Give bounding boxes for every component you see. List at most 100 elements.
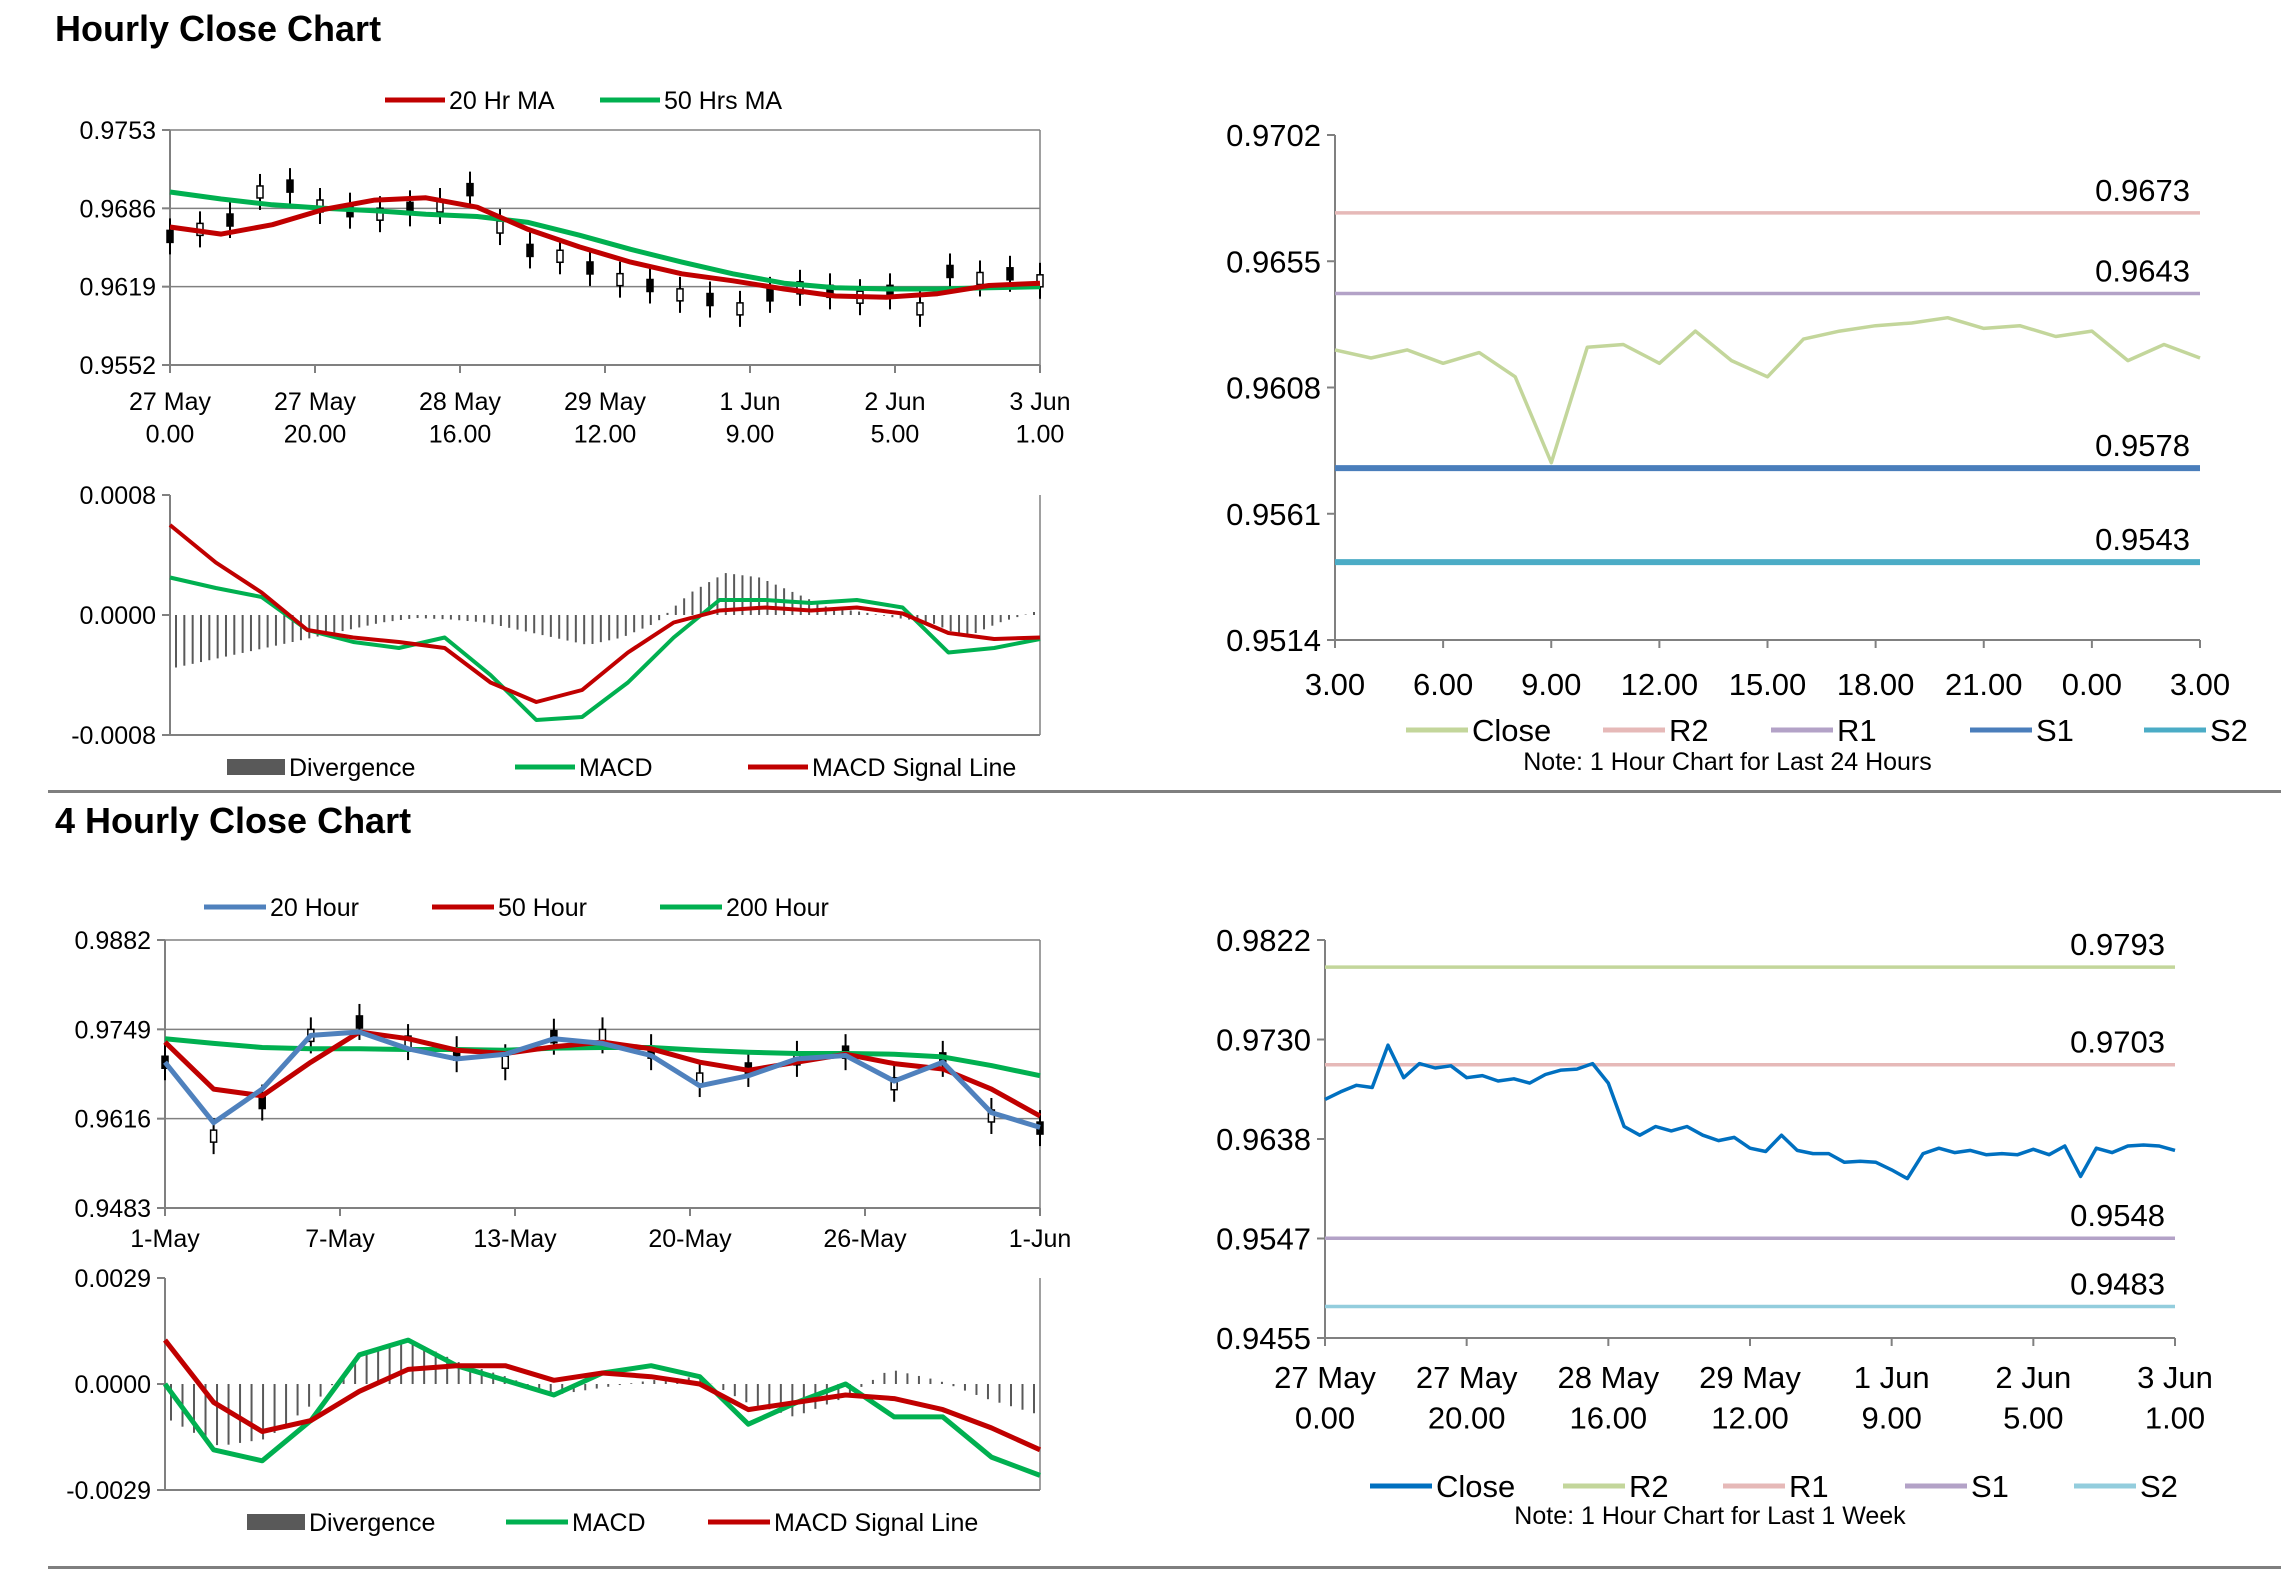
legend-label: S2: [2140, 1469, 2178, 1504]
legend-item: S1: [1905, 1469, 2009, 1504]
series-close: [1324, 1043, 2176, 1181]
four-hourly-section-title: 4 Hourly Close Chart: [55, 800, 412, 841]
x-tick-label: 2 Jun: [864, 388, 925, 416]
x-tick-label: 0.00: [2062, 667, 2122, 702]
series-50-hrs-ma: [169, 189, 1041, 292]
candle-body: [890, 1076, 898, 1091]
series-macd: [162, 1337, 1041, 1478]
x-tick-label: 3 Jun: [2137, 1360, 2213, 1395]
candle-body: [736, 302, 744, 316]
level-label-r2: 0.9673: [2095, 173, 2190, 208]
y-tick-label: 0.9619: [80, 274, 156, 302]
candle-body: [1006, 267, 1014, 281]
x-tick-label: 9.00: [726, 421, 775, 449]
candle-body: [209, 1129, 218, 1143]
legend-item: Divergence: [227, 754, 415, 782]
x-tick-label: 20.00: [284, 421, 347, 449]
level-label-s1: 0.9578: [2095, 428, 2190, 463]
series-macd-signal: [163, 1338, 1042, 1453]
y-tick-label: 0.9882: [75, 927, 151, 955]
x-tick-label: 1 Jun: [1854, 1360, 1930, 1395]
chart-note: Note: 1 Hour Chart for Last 24 Hours: [1523, 748, 1932, 776]
y-tick-label: 0.0000: [75, 1371, 151, 1399]
legend-label: 50 Hrs MA: [664, 87, 782, 115]
legend-label: 200 Hour: [726, 894, 829, 922]
legend-item: R2: [1563, 1469, 1669, 1504]
level-label-r2: 0.9793: [2070, 927, 2165, 962]
legend-item: Divergence: [247, 1509, 435, 1537]
level-label-r1: 0.9703: [2070, 1025, 2165, 1060]
series-20-hour: [163, 1029, 1041, 1130]
hourly_pivots-axes: 0.9702 0.9655 0.9608 0.9561 0.9514 3.00 6.00 9.…: [1226, 118, 2230, 702]
four_hourly_pivots-axes: 0.9822 0.9730 0.9638 0.9547 0.9455 27 May 0.00…: [1216, 923, 2213, 1435]
x-tick-label: 5.00: [2003, 1400, 2063, 1435]
x-tick-label: 15.00: [1729, 667, 1807, 702]
candle-body: [466, 182, 474, 197]
x-tick-label: 28 May: [419, 388, 501, 416]
y-tick-label: 0.9638: [1216, 1122, 1311, 1157]
x-tick-label: 0.00: [1295, 1400, 1355, 1435]
y-tick-label: -0.0029: [66, 1477, 151, 1505]
legend-label: 50 Hour: [498, 894, 587, 922]
four_hourly_macd-axes: 0.0029 0.0000 -0.0029: [66, 1265, 1041, 1505]
legend-item: 50 Hrs MA: [600, 87, 782, 115]
candle-body: [166, 229, 174, 244]
x-tick-label: 16.00: [429, 421, 492, 449]
x-tick-label: 1.00: [1016, 421, 1065, 449]
y-tick-label: 0.9730: [1216, 1023, 1311, 1058]
legend-label: R2: [1669, 713, 1709, 748]
y-tick-label: 0.9749: [75, 1016, 151, 1044]
candle-body: [616, 272, 624, 287]
legend-item: R1: [1723, 1469, 1829, 1504]
y-tick-label: 0.9655: [1226, 244, 1321, 279]
candle-body: [766, 288, 774, 302]
x-tick-label: 6.00: [1413, 667, 1473, 702]
x-tick-label: 9.00: [1861, 1400, 1921, 1435]
candle-body: [286, 179, 294, 193]
x-tick-label: 1-May: [130, 1225, 200, 1253]
y-tick-label: 0.0000: [80, 602, 156, 630]
x-tick-label: 9.00: [1521, 667, 1581, 702]
legend-label: R1: [1837, 713, 1877, 748]
legend-label: S1: [1971, 1469, 2009, 1504]
y-tick-label: 0.9561: [1226, 497, 1321, 532]
candle-body: [526, 243, 534, 258]
candle-body: [501, 1055, 510, 1069]
y-tick-label: 0.9686: [80, 195, 156, 223]
x-tick-label: 12.00: [574, 421, 637, 449]
candle-body: [646, 278, 654, 293]
x-tick-label: 27 May: [274, 388, 356, 416]
x-tick-label: 20-May: [648, 1225, 732, 1253]
bottom-divider: [48, 1566, 2281, 1569]
y-tick-label: 0.0029: [75, 1265, 151, 1293]
x-tick-label: 21.00: [1945, 667, 2023, 702]
candle-body: [256, 185, 264, 199]
section-divider: [48, 790, 2281, 793]
x-tick-label: 12.00: [1711, 1400, 1789, 1435]
legend-item: 20 Hour: [204, 894, 359, 922]
x-tick-label: 3 Jun: [1009, 388, 1070, 416]
legend-label: MACD Signal Line: [774, 1509, 978, 1537]
y-tick-label: 0.9455: [1216, 1321, 1311, 1356]
candle-body: [796, 281, 804, 295]
x-tick-label: 2 Jun: [1995, 1360, 2071, 1395]
candle-body: [976, 271, 984, 286]
legend-label: MACD: [572, 1509, 646, 1537]
chart-note: Note: 1 Hour Chart for Last 1 Week: [1514, 1502, 1906, 1530]
legend-item: Close: [1370, 1469, 1515, 1504]
x-tick-label: 1 Jun: [719, 388, 780, 416]
y-tick-label: 0.9483: [75, 1195, 151, 1223]
legend-label: S1: [2036, 713, 2074, 748]
level-label-s2: 0.9483: [2070, 1267, 2165, 1302]
y-tick-label: 0.9547: [1216, 1222, 1311, 1257]
legend-item: S2: [2144, 713, 2248, 748]
legend-swatch: [227, 759, 285, 775]
level-label-s1: 0.9548: [2070, 1198, 2165, 1233]
four_hourly_price-candles: [161, 1003, 1044, 1155]
y-tick-label: 0.9608: [1226, 371, 1321, 406]
x-tick-label: 27 May: [129, 388, 211, 416]
x-tick-label: 27 May: [1416, 1360, 1518, 1395]
hourly_macd-divergence: [175, 573, 1035, 668]
